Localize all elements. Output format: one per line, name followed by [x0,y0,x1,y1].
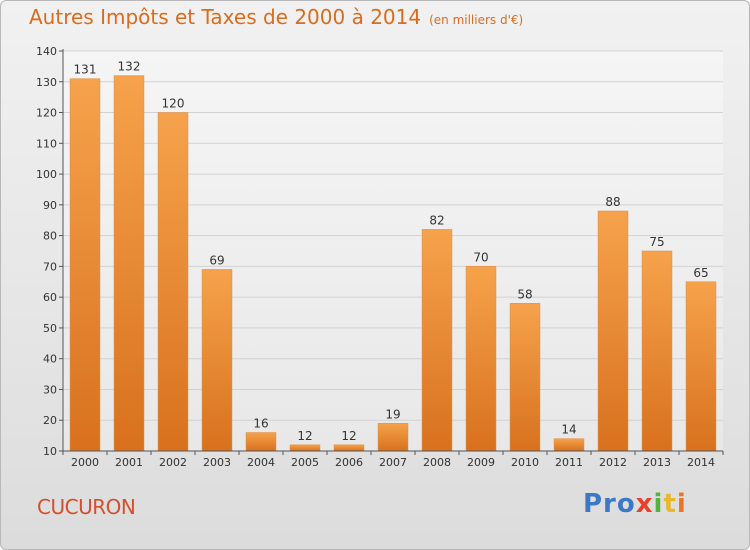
bar-value-label: 69 [209,253,224,267]
bar [377,423,409,452]
bar [157,112,189,452]
bar-value-label: 131 [74,63,97,77]
y-tick-label: 140 [36,45,57,58]
y-tick-label: 70 [43,260,57,273]
bar-value-label: 65 [693,266,708,280]
y-tick-label: 100 [36,168,57,181]
bar [509,303,541,452]
y-tick-label: 50 [43,322,57,335]
x-tick-label: 2000 [71,456,99,469]
proxiti-logo: Proxiti [583,489,687,519]
x-tick-label: 2002 [159,456,187,469]
x-tick-label: 2008 [423,456,451,469]
y-tick-label: 30 [43,383,57,396]
bar-value-label: 132 [118,60,141,74]
bar [597,210,629,452]
x-tick-label: 2012 [599,456,627,469]
x-tick-label: 2005 [291,456,319,469]
bar [113,75,145,452]
bar [245,432,277,452]
y-tick-label: 10 [43,445,57,458]
x-tick-label: 2011 [555,456,583,469]
bar-value-label: 82 [429,213,444,227]
x-tick-label: 2004 [247,456,275,469]
y-tick-label: 20 [43,414,57,427]
bar-value-label: 14 [561,423,576,437]
bar [69,78,101,452]
logo-part: i [676,489,687,519]
chart-title-text: Autres Impôts et Taxes de 2000 à 2014 [29,5,422,29]
bar-value-label: 120 [162,97,185,111]
x-tick-label: 2010 [511,456,539,469]
chart-title: Autres Impôts et Taxes de 2000 à 2014 (en… [29,5,523,29]
y-tick-label: 110 [36,137,57,150]
chart-unit-label: (en milliers d'€) [429,13,524,27]
bar [289,444,321,452]
y-tick-label: 90 [43,199,57,212]
bar-value-label: 19 [385,407,400,421]
bar-value-label: 12 [297,429,312,443]
y-tick-label: 60 [43,291,57,304]
bar [421,229,453,452]
y-tick-label: 130 [36,76,57,89]
x-tick-label: 2009 [467,456,495,469]
y-tick-label: 120 [36,107,57,120]
city-name: CUCURON [37,495,136,519]
bar-value-label: 70 [473,250,488,264]
bar-value-label: 12 [341,429,356,443]
x-tick-label: 2013 [643,456,671,469]
bar-value-label: 88 [605,195,620,209]
logo-part: i [653,489,664,519]
x-tick-label: 2001 [115,456,143,469]
bar [201,269,233,452]
logo-part: t [663,489,677,519]
y-tick-label: 80 [43,230,57,243]
logo-part: x [635,489,654,519]
bar [465,266,497,452]
x-tick-label: 2007 [379,456,407,469]
bar-value-label: 58 [517,287,532,301]
bar [553,438,585,452]
x-tick-label: 2003 [203,456,231,469]
bar-value-label: 16 [253,417,268,431]
x-tick-label: 2006 [335,456,363,469]
bar [685,281,717,452]
bar [333,444,365,452]
logo-part: Pro [583,489,636,519]
y-tick-label: 40 [43,353,57,366]
bar-value-label: 75 [649,235,664,249]
bar [641,250,673,452]
x-tick-label: 2014 [687,456,715,469]
